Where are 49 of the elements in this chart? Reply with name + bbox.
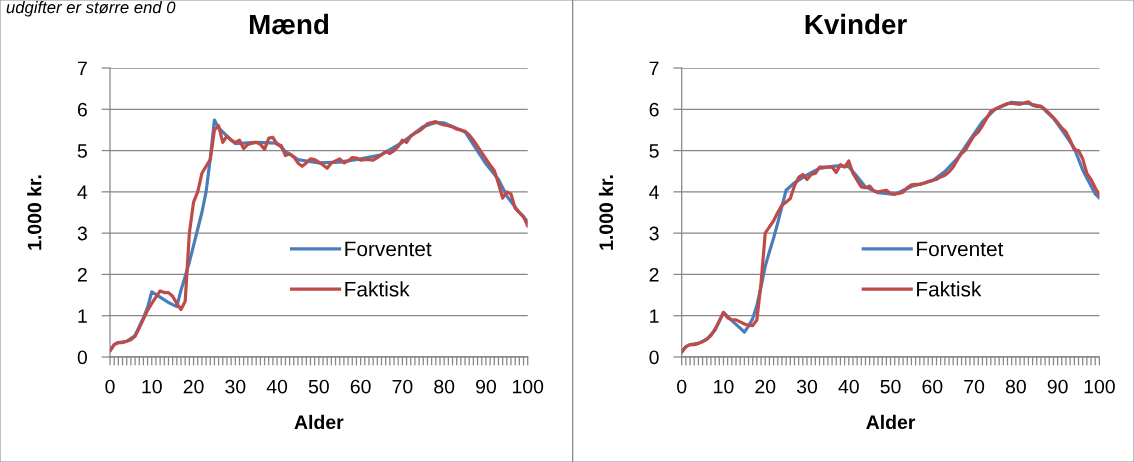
legend-label: Faktisk: [917, 281, 982, 297]
y-tick-label: 7: [77, 61, 87, 76]
chart-title: Kvinder: [805, 13, 907, 35]
y-tick-label: 1: [78, 309, 87, 323]
x-tick-label: 30: [225, 379, 246, 394]
x-tick-label: 50: [308, 379, 329, 394]
y-tick-label: 2: [77, 267, 87, 282]
x-tick-label: 40: [838, 379, 859, 394]
x-axis-title: Alder: [866, 414, 916, 430]
x-tick-label: 10: [714, 379, 734, 394]
x-tick-label: 80: [434, 379, 455, 394]
x-tick-label: 40: [266, 379, 288, 394]
x-tick-label: 80: [1005, 379, 1026, 394]
x-tick-label: 0: [677, 379, 687, 394]
y-tick-label: 4: [77, 185, 88, 199]
x-tick-label: 70: [964, 379, 985, 394]
y-tick-label: 5: [649, 144, 659, 158]
x-tick-label: 20: [755, 379, 776, 394]
x-tick-label: 90: [476, 379, 496, 394]
y-tick-label: 0: [649, 350, 659, 365]
legend-label: Faktisk: [345, 281, 410, 297]
y-axis-title: 1.000 kr.: [27, 175, 42, 250]
y-tick-label: 6: [649, 102, 659, 117]
y-tick-label: 3: [77, 226, 87, 241]
x-axis-title: Alder: [294, 414, 344, 430]
y-tick-label: 3: [649, 226, 659, 241]
text: udgifter er større end 0: [6, 1, 176, 17]
x-tick-label: 30: [796, 379, 818, 394]
legend-label: Forventet: [345, 241, 432, 257]
x-tick-label: 50: [880, 379, 901, 394]
y-tick-label: 6: [77, 102, 87, 117]
y-tick-label: 0: [77, 350, 88, 365]
x-tick-label: 90: [1047, 379, 1068, 394]
legend-label: Forventet: [917, 241, 1004, 257]
x-tick-label: 100: [512, 379, 544, 394]
y-tick-label: 7: [649, 61, 659, 76]
x-tick-label: 0: [105, 379, 115, 394]
y-tick-label: 1: [650, 309, 659, 323]
y-axis-title: 1.000 kr.: [598, 175, 614, 250]
x-tick-label: 20: [183, 379, 204, 394]
y-tick-label: 2: [649, 267, 659, 282]
y-tick-label: 4: [649, 185, 659, 199]
x-tick-label: 70: [392, 379, 413, 394]
x-tick-label: 60: [350, 379, 371, 394]
x-tick-label: 10: [142, 379, 162, 394]
chart-title: Mænd: [249, 13, 329, 35]
y-tick-label: 5: [77, 144, 87, 158]
x-tick-label: 100: [1084, 379, 1115, 394]
x-tick-label: 60: [922, 379, 943, 394]
